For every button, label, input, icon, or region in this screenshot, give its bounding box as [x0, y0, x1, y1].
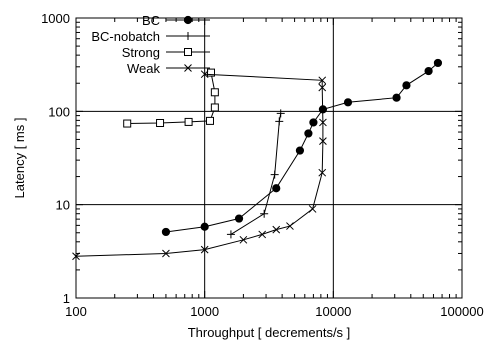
legend-label-weak: Weak [127, 61, 160, 76]
data-point-weak [239, 235, 248, 244]
series-line-weak [75, 73, 324, 257]
data-point-bc [272, 184, 281, 193]
plot-border [75, 17, 463, 299]
tick-label-layer: 100 1000 10000 100000 1 10 100 1000 [41, 11, 484, 319]
legend-label-bc-nobatch: BC-nobatch [91, 29, 160, 44]
data-point-weak [318, 83, 327, 92]
data-point-weak [319, 118, 327, 127]
data-point-bc [402, 81, 411, 90]
data-point-bc [392, 93, 401, 102]
series-line-strong [127, 72, 216, 124]
data-point-bc [309, 118, 318, 127]
data-point-weak [200, 245, 209, 254]
legend-marker-weak [184, 64, 192, 72]
data-point-weak [286, 222, 294, 230]
data-point-strong [206, 68, 215, 77]
data-point-weak [319, 137, 327, 145]
data-point-bc [200, 222, 209, 231]
x-tick-label: 1000 [190, 304, 219, 319]
x-tick-label: 100000 [440, 304, 483, 319]
data-point-bc [234, 214, 244, 223]
y-tick-label: 1 [63, 291, 70, 306]
data-point-bc [424, 66, 433, 76]
legend-label-bc: BC [142, 13, 160, 28]
data-point-weak [318, 76, 327, 85]
data-point-strong [156, 118, 165, 127]
data-point-strong [184, 117, 193, 126]
data-point-weak [318, 168, 327, 177]
data-point-bc [295, 146, 305, 155]
legend-marker-bc [183, 15, 193, 25]
x-axis-label: Throughput [ decrements/s ] [188, 325, 351, 340]
data-point-bc [304, 129, 313, 138]
data-point-bc-nobatch [270, 170, 279, 179]
legend-marker-bc-nobatch [184, 32, 192, 40]
data-point-bc [433, 58, 443, 68]
plot-frame-layer [75, 17, 463, 299]
data-point-weak [162, 249, 170, 258]
data-point-bc-nobatch [226, 230, 235, 239]
y-axis-label: Latency [ ms ] [12, 118, 27, 199]
data-point-weak [200, 70, 209, 79]
series-strong [123, 68, 219, 128]
data-point-strong [210, 103, 219, 112]
data-point-bc [161, 227, 171, 237]
data-point-weak [258, 230, 267, 239]
data-point-strong [205, 116, 214, 125]
data-point-bc [343, 98, 353, 107]
grid-layer [76, 18, 462, 298]
series-bc [161, 58, 443, 237]
data-point-weak [272, 225, 281, 234]
data-point-weak [308, 205, 317, 213]
data-point-strong [123, 119, 132, 128]
series-layer [72, 58, 443, 261]
series-bc-nobatch [226, 109, 285, 239]
y-tick-label: 10 [56, 198, 70, 213]
data-point-bc-nobatch [275, 117, 284, 126]
legend-label-strong: Strong [122, 45, 160, 60]
x-tick-label: 10000 [315, 304, 351, 319]
series-weak [72, 70, 327, 261]
data-point-weak [72, 252, 80, 261]
data-point-strong [210, 88, 219, 97]
y-tick-label: 100 [48, 104, 70, 119]
x-tick-label: 100 [65, 304, 87, 319]
y-tick-label: 1000 [41, 11, 70, 26]
data-point-bc-nobatch [276, 109, 285, 118]
legend-marker-strong [184, 48, 192, 56]
data-point-bc-nobatch [260, 209, 269, 218]
